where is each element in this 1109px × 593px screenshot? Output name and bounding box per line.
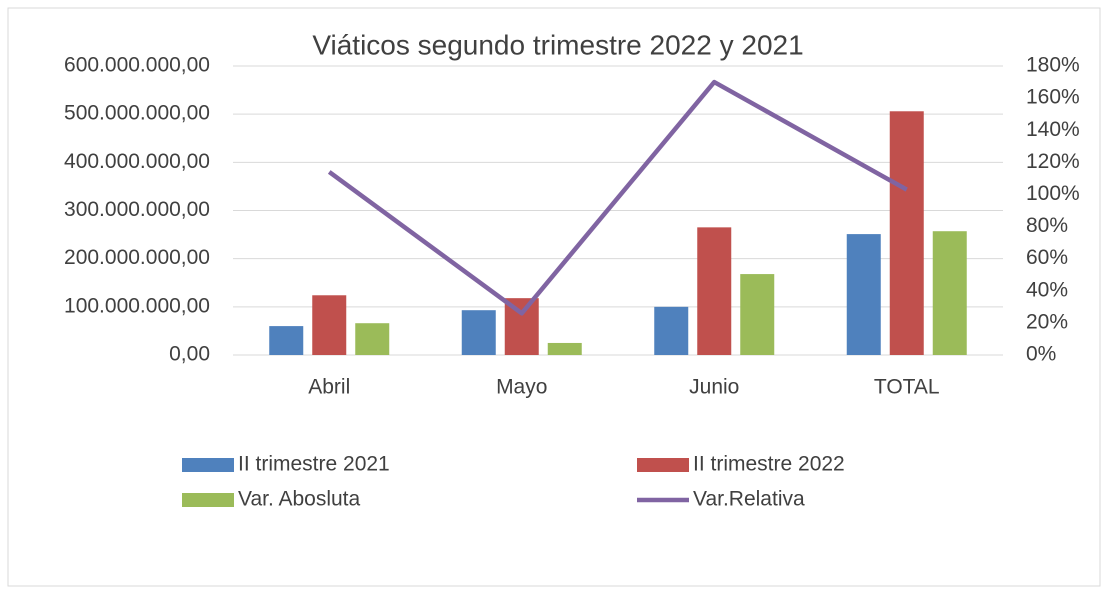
bar (889, 111, 924, 355)
y2-tick-label: 20% (1026, 310, 1068, 333)
y-tick-label: 200.000.000,00 (64, 246, 210, 269)
y2-tick-label: 60% (1026, 246, 1068, 269)
x-tick-label: Mayo (496, 376, 547, 399)
line (327, 79, 908, 316)
chart-title: Viáticos segundo trimestre 2022 y 2021 (312, 29, 803, 60)
bar (740, 274, 775, 355)
y-tick-label: 400.000.000,00 (64, 150, 210, 173)
bar (269, 326, 304, 355)
bar (547, 342, 582, 355)
bar (312, 295, 347, 355)
bar (355, 323, 390, 355)
y2-tick-label: 160% (1026, 86, 1080, 109)
y2-tick-label: 180% (1026, 54, 1080, 77)
y-tick-label: 500.000.000,00 (64, 102, 210, 125)
y2-tick-label: 100% (1026, 182, 1080, 205)
y-tick-label: 0,00 (169, 343, 210, 366)
bar (932, 231, 967, 355)
y-tick-label: 600.000.000,00 (64, 54, 210, 77)
y2-tick-label: 40% (1026, 278, 1068, 301)
bar (461, 310, 496, 355)
y-tick-label: 100.000.000,00 (64, 294, 210, 317)
y2-tick-label: 0% (1026, 343, 1056, 366)
y2-tick-label: 140% (1026, 118, 1080, 141)
x-tick-label: Junio (689, 376, 739, 399)
bar (654, 306, 689, 355)
legend-swatch (182, 493, 234, 507)
chart-border (7, 7, 1101, 587)
x-tick-label: TOTAL (874, 376, 940, 399)
bar (697, 227, 732, 355)
y2-tick-label: 120% (1026, 150, 1080, 173)
y-tick-label: 300.000.000,00 (64, 198, 210, 221)
legend-label: Var. Abosluta (238, 488, 361, 511)
legend-label: II trimestre 2021 (238, 453, 390, 476)
x-tick-label: Abril (308, 376, 350, 399)
legend-swatch (182, 458, 234, 472)
legend-swatch (637, 458, 689, 472)
legend-label: Var.Relativa (693, 488, 805, 511)
y2-tick-label: 80% (1026, 214, 1068, 237)
legend-label: II trimestre 2022 (693, 453, 845, 476)
bar (846, 234, 881, 355)
